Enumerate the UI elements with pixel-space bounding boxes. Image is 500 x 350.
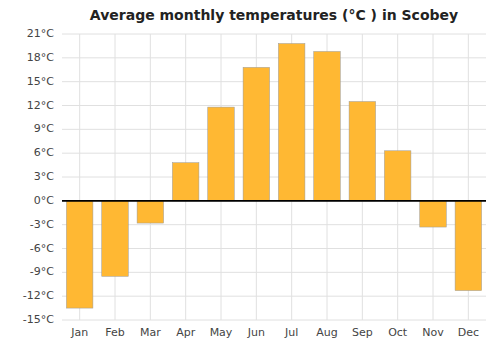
y-grid-line (62, 153, 486, 154)
x-tick-label: Nov (422, 326, 444, 339)
x-tick-label: Sep (352, 326, 373, 339)
y-tick-label: 9°C (34, 122, 54, 135)
bar (208, 107, 235, 201)
bar (384, 151, 411, 201)
zero-line (62, 200, 486, 202)
y-grid-line (62, 105, 486, 106)
y-tick-label: -6°C (30, 242, 54, 255)
x-tick-label: Apr (176, 326, 196, 339)
chart-svg: -15°C -12°C -9°C -6°C -3°C 0°C 3°C 6°C 9°C 12°C 15… (0, 0, 500, 350)
y-grid-line (62, 320, 486, 321)
bar (349, 102, 376, 201)
bar (278, 44, 305, 201)
y-grid-line (62, 81, 486, 82)
y-grid-line (62, 34, 486, 35)
y-tick-label: -12°C (23, 289, 54, 302)
y-tick-label: 3°C (34, 170, 54, 183)
x-grid-line (433, 34, 434, 320)
y-tick-label: 12°C (27, 99, 54, 112)
y-tick-label: -15°C (23, 313, 54, 326)
x-axis: Jan Feb Mar Apr May Jun Jul Aug Sep Oct Nov Dec (70, 326, 479, 339)
x-tick-label: May (210, 326, 233, 339)
y-tick-label: 18°C (27, 51, 54, 64)
y-grid-line (62, 296, 486, 297)
title: Average monthly temperatures (°C ) in Sc… (90, 7, 458, 23)
y-grid-line (62, 129, 486, 130)
bar (102, 201, 129, 276)
y-grid-line (62, 57, 486, 58)
bar (137, 201, 164, 223)
x-tick-label: Mar (140, 326, 161, 339)
x-tick-label: Dec (458, 326, 479, 339)
bar (420, 201, 447, 227)
x-grid-line (115, 34, 116, 320)
y-grid-line (62, 200, 486, 201)
x-tick-label: Jun (247, 326, 265, 339)
y-tick-label: -3°C (30, 218, 54, 231)
bar (243, 67, 269, 200)
x-tick-label: Oct (388, 326, 408, 339)
grid (62, 34, 486, 320)
y-tick-label: -9°C (30, 265, 54, 278)
chart-container: -15°C -12°C -9°C -6°C -3°C 0°C 3°C 6°C 9°C 12°C 15… (0, 0, 500, 350)
bar (314, 51, 341, 200)
y-tick-label: 0°C (34, 194, 54, 207)
y-tick-label: 6°C (34, 146, 54, 159)
y-tick-label: 15°C (27, 75, 54, 88)
x-grid-line (150, 34, 151, 320)
y-axis: -15°C -12°C -9°C -6°C -3°C 0°C 3°C 6°C 9°C 12°C 15… (23, 27, 54, 326)
x-tick-label: Aug (316, 326, 337, 339)
bars (66, 44, 481, 309)
y-grid-line (62, 177, 486, 178)
y-tick-label: 21°C (27, 27, 54, 40)
x-tick-label: Jan (70, 326, 88, 339)
x-tick-label: Jul (284, 326, 298, 339)
bar (455, 201, 482, 291)
bar (172, 163, 199, 201)
x-tick-label: Feb (105, 326, 124, 339)
bar (66, 201, 93, 308)
